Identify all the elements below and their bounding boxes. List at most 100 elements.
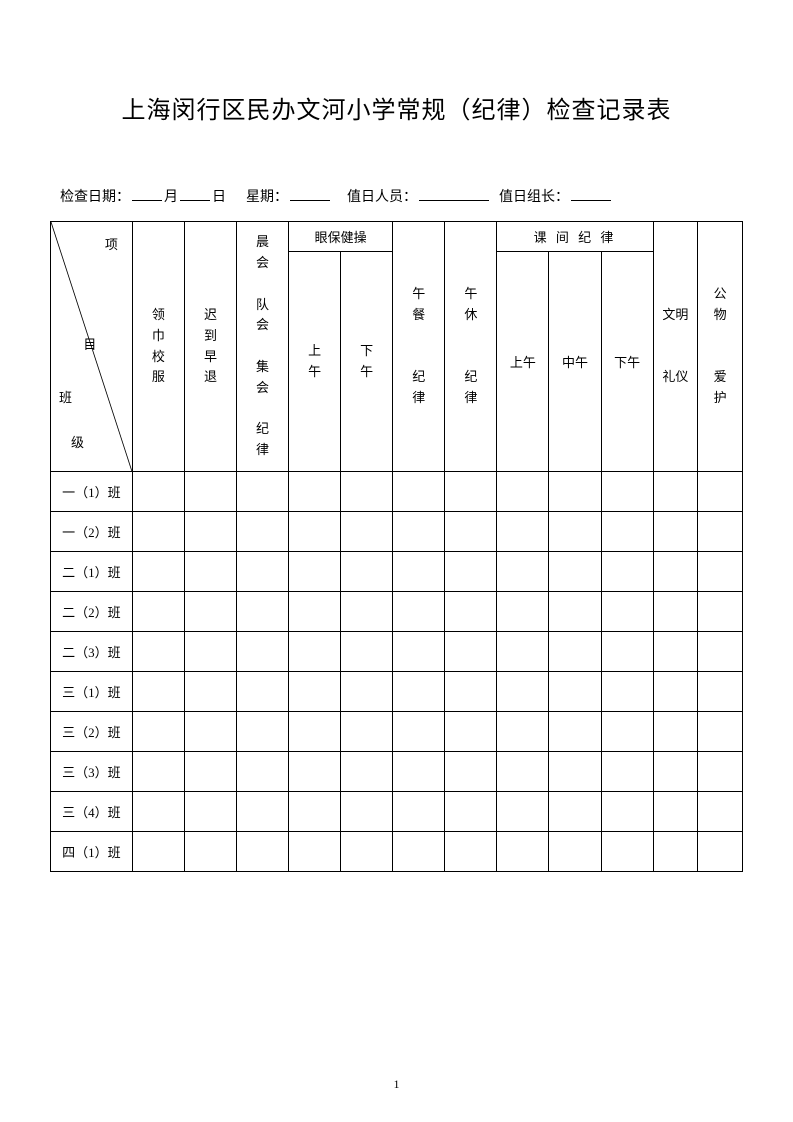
- row-label: 三（1）班: [51, 672, 133, 712]
- data-cell: [497, 472, 549, 512]
- row-label: 三（2）班: [51, 712, 133, 752]
- data-cell: [549, 712, 601, 752]
- data-cell: [393, 632, 445, 672]
- data-cell: [341, 592, 393, 632]
- day-label: 日: [212, 186, 226, 206]
- data-cell: [184, 472, 236, 512]
- data-cell: [601, 512, 653, 552]
- data-cell: [184, 592, 236, 632]
- data-cell: [289, 672, 341, 712]
- data-cell: [289, 792, 341, 832]
- data-cell: [289, 712, 341, 752]
- data-cell: [549, 752, 601, 792]
- data-cell: [184, 672, 236, 712]
- duty-leader-blank: [571, 185, 611, 201]
- data-cell: [549, 792, 601, 832]
- duty-person-label: 值日人员：: [347, 186, 417, 206]
- data-cell: [341, 552, 393, 592]
- data-cell: [653, 832, 698, 872]
- data-cell: [184, 792, 236, 832]
- data-cell: [393, 672, 445, 712]
- data-cell: [549, 672, 601, 712]
- data-cell: [341, 632, 393, 672]
- row-label: 二（1）班: [51, 552, 133, 592]
- data-cell: [132, 632, 184, 672]
- row-label: 二（3）班: [51, 632, 133, 672]
- header-recess-pm: 下午: [601, 252, 653, 472]
- header-eye-pm: 下午: [341, 252, 393, 472]
- data-cell: [184, 752, 236, 792]
- data-cell: [132, 592, 184, 632]
- data-cell: [132, 552, 184, 592]
- data-cell: [132, 672, 184, 712]
- data-cell: [236, 552, 288, 592]
- data-cell: [393, 552, 445, 592]
- data-cell: [653, 552, 698, 592]
- data-cell: [497, 592, 549, 632]
- data-cell: [445, 832, 497, 872]
- data-cell: [653, 792, 698, 832]
- data-cell: [601, 712, 653, 752]
- table-row: 三（2）班: [51, 712, 743, 752]
- data-cell: [445, 632, 497, 672]
- data-cell: [341, 712, 393, 752]
- table-row: 三（1）班: [51, 672, 743, 712]
- data-cell: [497, 672, 549, 712]
- data-cell: [132, 792, 184, 832]
- month-label: 月: [164, 186, 178, 206]
- data-cell: [184, 552, 236, 592]
- date-label: 检查日期：: [60, 186, 130, 206]
- data-cell: [549, 472, 601, 512]
- data-cell: [289, 592, 341, 632]
- month-blank: [132, 185, 162, 201]
- data-cell: [236, 592, 288, 632]
- header-scarf: 领巾校服: [132, 222, 184, 472]
- data-cell: [132, 832, 184, 872]
- data-cell: [698, 472, 743, 512]
- data-cell: [289, 552, 341, 592]
- row-label: 三（4）班: [51, 792, 133, 832]
- header-rest: 午休纪律: [445, 222, 497, 472]
- data-cell: [497, 632, 549, 672]
- data-cell: [601, 472, 653, 512]
- data-cell: [445, 712, 497, 752]
- data-cell: [653, 632, 698, 672]
- data-cell: [653, 472, 698, 512]
- data-cell: [549, 832, 601, 872]
- data-cell: [549, 592, 601, 632]
- header-civil: 文明礼仪: [653, 222, 698, 472]
- data-cell: [393, 592, 445, 632]
- data-cell: [393, 792, 445, 832]
- diag-top-label: 项: [105, 234, 118, 253]
- data-cell: [445, 512, 497, 552]
- data-cell: [236, 672, 288, 712]
- header-recess-am: 上午: [497, 252, 549, 472]
- data-cell: [393, 472, 445, 512]
- day-blank: [180, 185, 210, 201]
- data-cell: [393, 712, 445, 752]
- data-cell: [132, 712, 184, 752]
- data-cell: [698, 512, 743, 552]
- table-row: 二（2）班: [51, 592, 743, 632]
- data-cell: [132, 512, 184, 552]
- header-assembly: 晨会队会集会纪律: [236, 222, 288, 472]
- data-cell: [236, 792, 288, 832]
- table-row: 一（1）班: [51, 472, 743, 512]
- data-cell: [698, 592, 743, 632]
- data-cell: [236, 632, 288, 672]
- table-row: 三（4）班: [51, 792, 743, 832]
- page-title: 上海闵行区民办文河小学常规（纪律）检查记录表: [50, 90, 743, 125]
- data-cell: [341, 752, 393, 792]
- header-eye-am: 上午: [289, 252, 341, 472]
- weekday-blank: [290, 185, 330, 201]
- data-cell: [653, 712, 698, 752]
- diagonal-header-cell: 项 目 班 级: [51, 222, 133, 472]
- data-cell: [445, 592, 497, 632]
- row-label: 三（3）班: [51, 752, 133, 792]
- data-cell: [653, 752, 698, 792]
- table-row: 三（3）班: [51, 752, 743, 792]
- data-cell: [698, 552, 743, 592]
- table-row: 二（3）班: [51, 632, 743, 672]
- data-cell: [601, 832, 653, 872]
- header-property: 公物爱护: [698, 222, 743, 472]
